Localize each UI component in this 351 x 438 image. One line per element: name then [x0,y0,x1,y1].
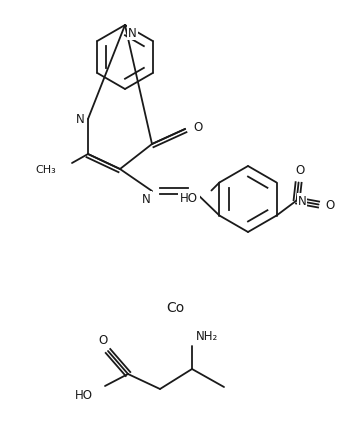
Text: O: O [98,333,108,346]
Text: HO: HO [75,389,93,402]
Text: O: O [193,121,202,134]
Text: N: N [142,193,151,205]
Text: O: O [326,198,335,212]
Text: N: N [298,194,306,208]
Text: Co: Co [166,300,184,314]
Text: N: N [76,113,85,126]
Text: CH₃: CH₃ [35,165,56,175]
Text: O: O [295,164,304,177]
Text: HO: HO [179,191,197,205]
Text: N: N [128,27,137,40]
Text: N: N [190,193,199,205]
Text: NH₂: NH₂ [196,329,218,342]
